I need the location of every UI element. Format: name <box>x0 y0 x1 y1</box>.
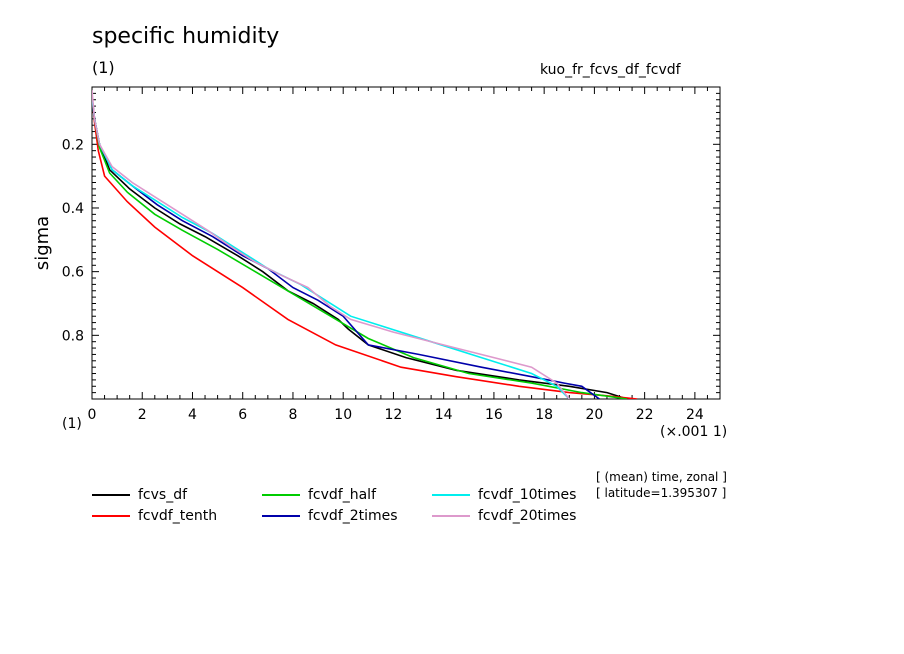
series-line-fcvdf-2times <box>92 96 600 399</box>
legend-swatch <box>92 494 130 496</box>
x-tick-label: 0 <box>88 407 97 423</box>
x-tick-label: 4 <box>188 407 197 423</box>
footnote-latitude: [ latitude=1.395307 ] <box>596 486 727 500</box>
x-tick-label: 8 <box>288 407 297 423</box>
chart-title: specific humidity <box>92 24 280 49</box>
legend-label: fcvdf_20times <box>478 508 577 524</box>
x-tick-label: 20 <box>585 407 603 423</box>
legend-label: fcvdf_2times <box>308 508 398 524</box>
y-tick-label: 0.8 <box>62 328 84 344</box>
legend-swatch <box>262 515 300 517</box>
x-tick-label: 12 <box>385 407 403 423</box>
legend-item-fcvdf-20times: fcvdf_20times <box>432 507 576 525</box>
series-line-fcvdf-tenth <box>92 96 638 399</box>
footnote-mean: [ (mean) time, zonal ] <box>596 470 727 484</box>
legend-swatch <box>92 515 130 517</box>
x-axis-scale-label: (×.001 1) <box>660 424 728 440</box>
legend-item-fcvdf-tenth: fcvdf_tenth <box>92 507 217 525</box>
legend-item-fcvdf-10times: fcvdf_10times <box>432 486 576 504</box>
x-tick-label: 14 <box>435 407 453 423</box>
x-tick-label: 6 <box>238 407 247 423</box>
y-axis-label: sigma <box>32 216 53 270</box>
experiment-name: kuo_fr_fcvs_df_fcvdf <box>540 62 681 78</box>
x-tick-label: 22 <box>636 407 654 423</box>
legend-item-fcvdf-2times: fcvdf_2times <box>262 507 398 525</box>
legend-label: fcvs_df <box>138 487 188 503</box>
legend-swatch <box>262 494 300 496</box>
x-tick-label: 18 <box>535 407 553 423</box>
x-tick-label: 10 <box>334 407 352 423</box>
units-label: (1) <box>92 58 115 77</box>
legend-swatch <box>432 494 470 496</box>
legend-label: fcvdf_10times <box>478 487 577 503</box>
legend-item-fcvs-df: fcvs_df <box>92 486 187 504</box>
y-tick-label: 0.2 <box>62 137 84 153</box>
y-tick-label: 0.6 <box>62 265 84 281</box>
x-tick-label: 2 <box>138 407 147 423</box>
y-tick-label: 0.4 <box>62 201 84 217</box>
x-tick-label: 24 <box>686 407 704 423</box>
legend-item-fcvdf-half: fcvdf_half <box>262 486 376 504</box>
x-tick-label: 16 <box>485 407 503 423</box>
legend-swatch <box>432 515 470 517</box>
series-line-fcvdf-20times <box>92 90 570 399</box>
x-axis-unit-left: (1) <box>62 416 82 432</box>
series-line-fcvdf-half <box>92 96 628 399</box>
legend-label: fcvdf_tenth <box>138 508 218 524</box>
legend-label: fcvdf_half <box>308 487 376 503</box>
series-line-fcvdf-10times <box>92 96 570 399</box>
